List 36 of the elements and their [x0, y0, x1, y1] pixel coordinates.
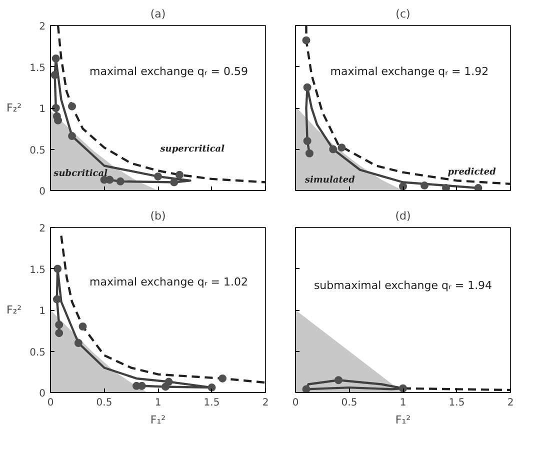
- chart-title: (c): [396, 8, 410, 20]
- x-tick-label: 0: [47, 398, 54, 408]
- annotation: simulated: [304, 176, 356, 186]
- annotation: maximal exchange qᵣ = 1.02: [90, 275, 248, 288]
- annotation: maximal exchange qᵣ = 1.92: [330, 65, 489, 78]
- annotation: predicted: [448, 167, 497, 178]
- y-tick-label: 0: [39, 186, 46, 198]
- y-axis-title: F₂²: [6, 304, 22, 316]
- annotation: supercritical: [160, 144, 226, 154]
- x-tick-label: 2: [262, 398, 269, 408]
- x-tick-label: 2: [507, 398, 514, 408]
- y-tick-label: 0.5: [30, 347, 46, 358]
- chart-title: (b): [150, 210, 166, 222]
- y-tick-label: 0: [39, 388, 46, 400]
- x-axis-title: F₁²: [150, 414, 166, 426]
- x-tick-label: 0.5: [96, 398, 112, 408]
- y-tick-label: 1.5: [30, 62, 46, 74]
- x-tick-label: 1.5: [204, 398, 220, 408]
- y-tick-label: 2: [39, 22, 46, 32]
- x-tick-label: 1: [154, 398, 162, 408]
- y-tick-label: 2: [39, 224, 46, 234]
- annotation: maximal exchange qᵣ = 0.59: [90, 65, 248, 78]
- y-tick-label: 1: [39, 104, 46, 115]
- x-tick-label: 0: [292, 398, 299, 408]
- y-axis-title: F₂²: [6, 102, 22, 114]
- x-tick-label: 0.5: [341, 398, 358, 408]
- y-tick-label: 1: [39, 306, 46, 317]
- annotation: subcritical: [54, 169, 108, 179]
- y-tick-label: 0.5: [30, 145, 46, 156]
- x-tick-label: 1: [400, 398, 406, 408]
- y-tick-label: 1.5: [30, 264, 46, 276]
- annotation: submaximal exchange qᵣ = 1.94: [314, 278, 492, 292]
- x-tick-label: 1.5: [448, 398, 465, 408]
- x-axis-title: F₁²: [395, 414, 411, 426]
- chart-title: (d): [395, 210, 411, 222]
- chart-title: (a): [150, 8, 166, 20]
